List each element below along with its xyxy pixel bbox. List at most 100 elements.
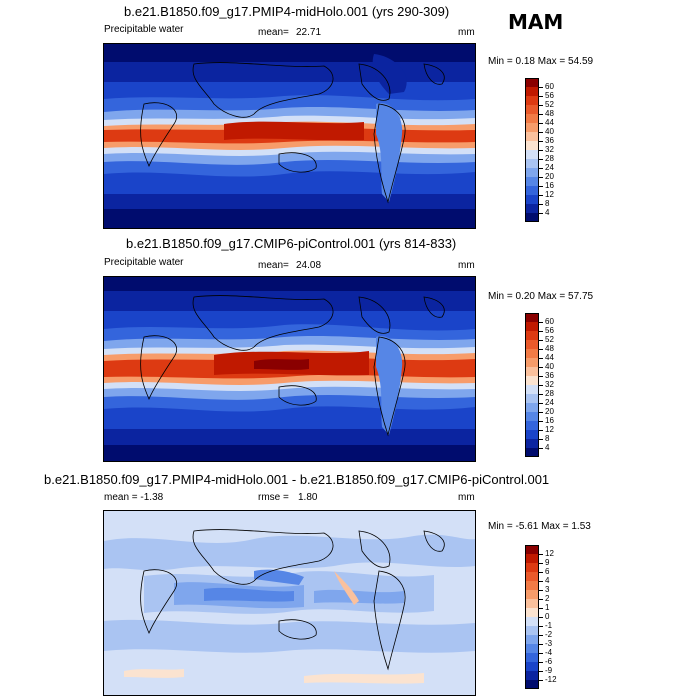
panel-1-variable-label: Precipitable water bbox=[104, 24, 184, 35]
colorbar-tick bbox=[539, 421, 543, 422]
colorbar-tick bbox=[539, 322, 543, 323]
colorbar-label: 1 bbox=[545, 603, 550, 612]
colorbar-tick bbox=[539, 563, 543, 564]
colorbar-tick bbox=[539, 367, 543, 368]
panel-3-map bbox=[103, 510, 476, 696]
colorbar-label: 56 bbox=[545, 326, 554, 335]
colorbar-tick bbox=[539, 635, 543, 636]
colorbar-tick bbox=[539, 680, 543, 681]
colorbar-tick bbox=[539, 554, 543, 555]
panel-3-mean-stat: mean = -1.38 bbox=[104, 492, 164, 503]
panel-2-variable-label: Precipitable water bbox=[104, 257, 184, 268]
colorbar-tick bbox=[539, 403, 543, 404]
panel-2-colorbar: 60 56 52 48 44 40 36 32 28 24 20 16 12 8 4 bbox=[525, 313, 585, 463]
panel-2-map-svg bbox=[104, 277, 475, 461]
colorbar-frame bbox=[525, 78, 539, 222]
colorbar-tick bbox=[539, 331, 543, 332]
colorbar-label: 28 bbox=[545, 154, 554, 163]
colorbar-label: 16 bbox=[545, 416, 554, 425]
panel-1-mean-label: mean= bbox=[258, 27, 289, 38]
colorbar-label: 8 bbox=[545, 434, 550, 443]
colorbar-label: 8 bbox=[545, 199, 550, 208]
panel-3-colorbar: 12 9 6 4 3 2 1 0 -1 -2 -3 -4 -6 -9 -12 bbox=[525, 545, 585, 695]
colorbar-label: 52 bbox=[545, 335, 554, 344]
colorbar-label: 44 bbox=[545, 118, 554, 127]
colorbar-label: 60 bbox=[545, 317, 554, 326]
colorbar-label: 36 bbox=[545, 136, 554, 145]
colorbar-tick bbox=[539, 168, 543, 169]
colorbar-label: 4 bbox=[545, 443, 550, 452]
colorbar-label: 60 bbox=[545, 82, 554, 91]
panel-2-map bbox=[103, 276, 476, 462]
colorbar-tick bbox=[539, 349, 543, 350]
colorbar-tick bbox=[539, 213, 543, 214]
colorbar-label: -4 bbox=[545, 648, 553, 657]
colorbar-tick bbox=[539, 581, 543, 582]
colorbar-tick bbox=[539, 96, 543, 97]
panel-2-units: mm bbox=[458, 260, 475, 271]
colorbar-tick bbox=[539, 186, 543, 187]
season-label: MAM bbox=[508, 10, 564, 34]
colorbar-tick bbox=[539, 358, 543, 359]
panel-3-map-svg bbox=[104, 511, 475, 695]
colorbar-tick bbox=[539, 448, 543, 449]
colorbar-label: 12 bbox=[545, 549, 554, 558]
colorbar-label: -12 bbox=[545, 675, 557, 684]
colorbar-label: 3 bbox=[545, 585, 550, 594]
colorbar-label: 56 bbox=[545, 91, 554, 100]
colorbar-label: 24 bbox=[545, 398, 554, 407]
colorbar-tick bbox=[539, 617, 543, 618]
panel-1-map-svg bbox=[104, 44, 475, 228]
colorbar-tick bbox=[539, 590, 543, 591]
colorbar-tick bbox=[539, 394, 543, 395]
colorbar-tick bbox=[539, 599, 543, 600]
colorbar-tick bbox=[539, 159, 543, 160]
colorbar-label: 52 bbox=[545, 100, 554, 109]
colorbar-tick bbox=[539, 195, 543, 196]
panel-1-map bbox=[103, 43, 476, 229]
colorbar-label: 20 bbox=[545, 172, 554, 181]
colorbar-label: 32 bbox=[545, 145, 554, 154]
colorbar-label: 44 bbox=[545, 353, 554, 362]
panel-2-mean-label: mean= bbox=[258, 260, 289, 271]
colorbar-label: -9 bbox=[545, 666, 553, 675]
colorbar-label: 6 bbox=[545, 567, 550, 576]
colorbar-tick bbox=[539, 204, 543, 205]
colorbar-tick bbox=[539, 662, 543, 663]
colorbar-label: 40 bbox=[545, 362, 554, 371]
panel-2-mean-value: 24.08 bbox=[296, 260, 322, 271]
colorbar-tick bbox=[539, 608, 543, 609]
panel-1-title: b.e21.B1850.f09_g17.PMIP4-midHolo.001 (y… bbox=[124, 4, 450, 19]
panel-1-mean-value: 22.71 bbox=[296, 27, 322, 38]
colorbar-tick bbox=[539, 114, 543, 115]
colorbar-tick bbox=[539, 123, 543, 124]
colorbar-tick bbox=[539, 132, 543, 133]
colorbar-label: 0 bbox=[545, 612, 550, 621]
panel-3-minmax: Min = -5.61 Max = 1.53 bbox=[488, 521, 591, 532]
colorbar-label: -2 bbox=[545, 630, 553, 639]
colorbar-label: 12 bbox=[545, 425, 554, 434]
colorbar-tick bbox=[539, 412, 543, 413]
colorbar-label: -1 bbox=[545, 621, 553, 630]
colorbar-tick bbox=[539, 653, 543, 654]
panel-3-rmse-value: 1.80 bbox=[298, 492, 318, 503]
colorbar-frame bbox=[525, 313, 539, 457]
colorbar-tick bbox=[539, 671, 543, 672]
colorbar-label: 12 bbox=[545, 190, 554, 199]
colorbar-tick bbox=[539, 385, 543, 386]
panel-1-minmax: Min = 0.18 Max = 54.59 bbox=[488, 56, 594, 67]
colorbar-label: 40 bbox=[545, 127, 554, 136]
colorbar-tick bbox=[539, 644, 543, 645]
colorbar-label: 2 bbox=[545, 594, 550, 603]
colorbar-tick bbox=[539, 626, 543, 627]
colorbar-frame bbox=[525, 545, 539, 689]
colorbar-tick bbox=[539, 340, 543, 341]
colorbar-tick bbox=[539, 439, 543, 440]
panel-3-title: b.e21.B1850.f09_g17.PMIP4-midHolo.001 - … bbox=[44, 472, 550, 487]
colorbar-label: 4 bbox=[545, 576, 550, 585]
colorbar-label: 24 bbox=[545, 163, 554, 172]
panel-3-units: mm bbox=[458, 492, 475, 503]
panel-1-units: mm bbox=[458, 27, 475, 38]
colorbar-tick bbox=[539, 177, 543, 178]
panel-3-rmse-label: rmse = bbox=[258, 492, 289, 503]
